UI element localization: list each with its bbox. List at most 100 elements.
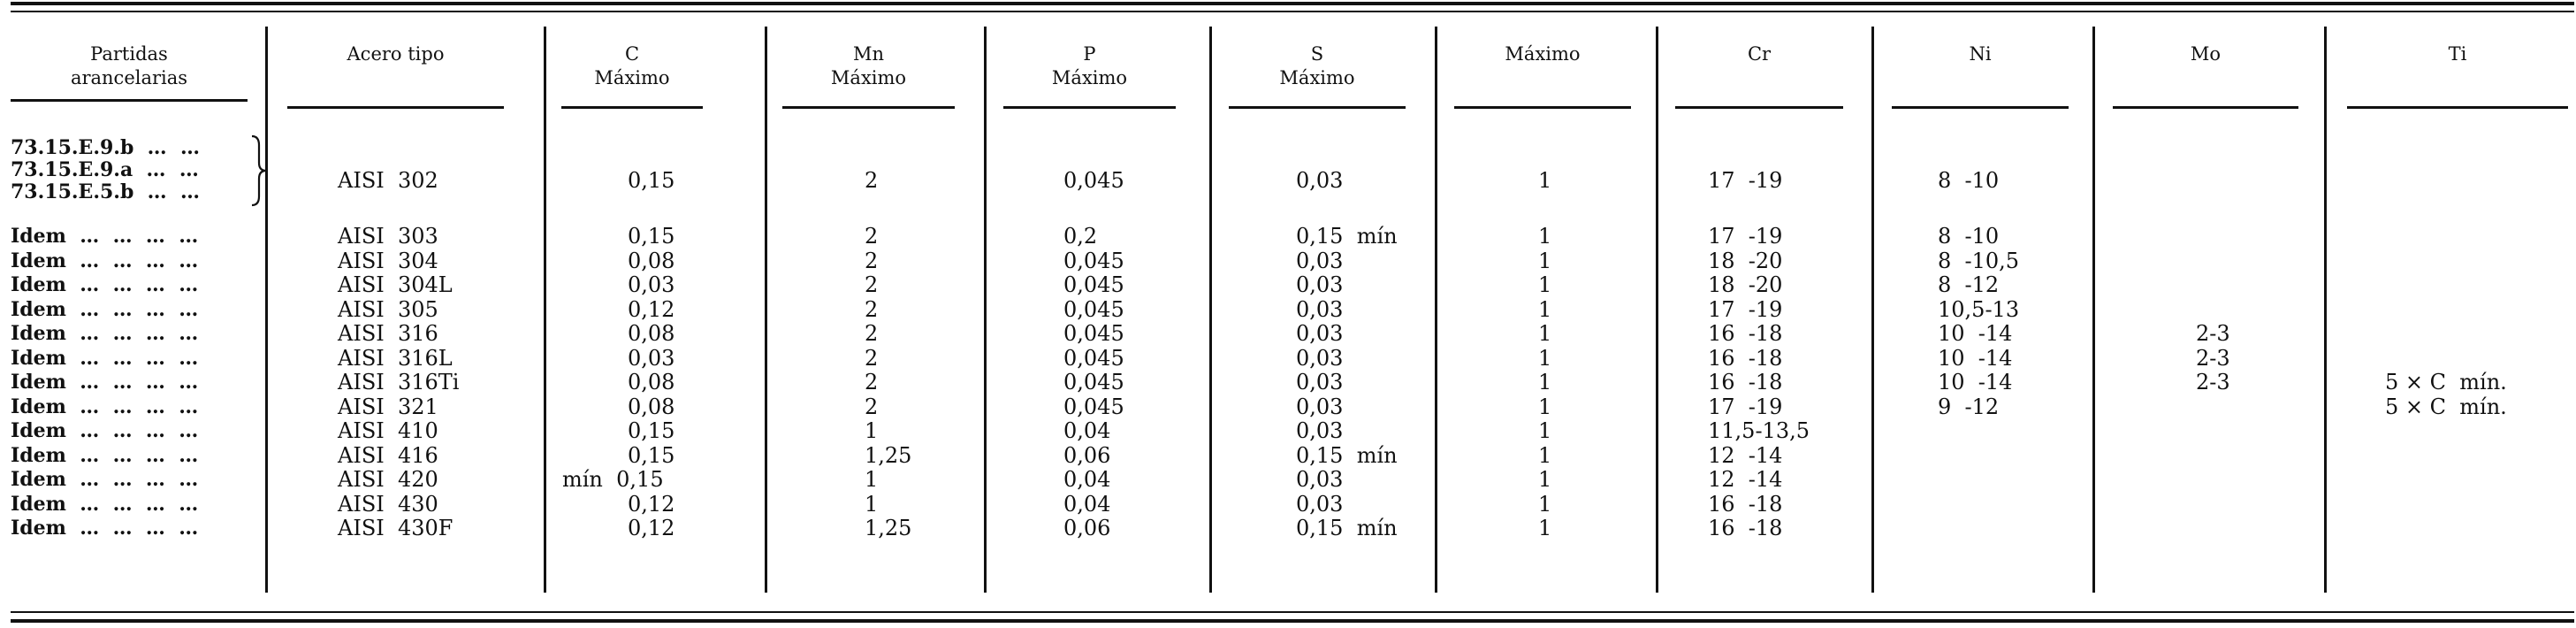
cell-mn: 1 [865, 467, 879, 492]
cell-p: 0,045 [1063, 168, 1124, 193]
cell-c: 0,15 [628, 224, 675, 249]
cell-p: 0,045 [1063, 296, 1124, 322]
cell-cr: 17 -19 [1708, 224, 1783, 249]
top-rule-inner [11, 11, 2574, 12]
cell-s: 0,15 mín [1296, 442, 1398, 468]
cell-c: 0,12 [628, 491, 675, 517]
cell-cr: 16 -18 [1708, 491, 1783, 517]
cell-mo: 2-3 [2196, 321, 2230, 346]
cell-partida: Idem … … … … [11, 468, 199, 491]
cell-mn: 2 [865, 168, 879, 193]
cell-acero: AISI 321 [338, 394, 438, 419]
header-underline [1003, 106, 1176, 109]
header-cr: Cr [1675, 42, 1843, 66]
cell-partida: Idem … … … … [11, 346, 199, 370]
column-divider [544, 27, 546, 593]
cell-partida: Idem … … … … [11, 225, 199, 248]
cell-ni: 10 -14 [1938, 321, 2013, 346]
cell-p: 0,06 [1063, 442, 1111, 468]
header-underline [1675, 106, 1843, 109]
header-line1: Mo [2190, 43, 2222, 65]
cell-si: 1 [1538, 345, 1552, 371]
column-divider [265, 27, 268, 593]
column-divider [984, 27, 987, 593]
cell-s: 0,03 [1296, 248, 1344, 273]
cell-partida: Idem … … … … [11, 443, 199, 467]
cell-mn: 2 [865, 296, 879, 322]
cell-si: 1 [1538, 491, 1552, 517]
cell-s: 0,03 [1296, 168, 1344, 193]
cell-si: 1 [1538, 394, 1552, 419]
cell-cr: 18 -20 [1708, 272, 1783, 297]
cell-p: 0,045 [1063, 248, 1124, 273]
header-line1: Cr [1747, 43, 1772, 65]
top-rule-outer [11, 2, 2574, 5]
header-line1: S [1310, 43, 1324, 65]
cell-p: 0,045 [1063, 321, 1124, 346]
cell-mn: 1 [865, 418, 879, 443]
cell-acero: AISI 316 [338, 321, 438, 346]
cell-ti: 5 × C mín. [2385, 394, 2507, 419]
cell-p: 0,045 [1063, 272, 1124, 297]
cell-c: 0,15 [628, 418, 675, 443]
cell-p: 0,045 [1063, 370, 1124, 394]
group-partida: 73.15.E.9.b … … [11, 136, 200, 159]
header-line1: Mn [852, 43, 885, 65]
cell-partida: Idem … … … … [11, 322, 199, 345]
header-underline [561, 106, 703, 109]
cell-p: 0,06 [1063, 516, 1111, 540]
header-underline [11, 99, 248, 102]
header-p: P Máximo [1003, 42, 1176, 90]
cell-si: 1 [1538, 248, 1552, 273]
cell-s: 0,03 [1296, 418, 1344, 443]
cell-mn: 2 [865, 321, 879, 346]
cell-cr: 17 -19 [1708, 168, 1783, 193]
cell-ti: 5 × C mín. [2385, 370, 2507, 394]
cell-mn: 1,25 [865, 516, 912, 540]
header-underline [782, 106, 955, 109]
cell-s: 0,15 mín [1296, 224, 1398, 249]
header-s: S Máximo [1229, 42, 1406, 90]
cell-c: 0,08 [628, 370, 675, 394]
cell-s: 0,03 [1296, 345, 1344, 371]
cell-c: 0,12 [628, 516, 675, 540]
header-underline [2347, 106, 2568, 109]
cell-cr: 16 -18 [1708, 516, 1783, 540]
cell-c: 0,15 [628, 168, 675, 193]
cell-mn: 2 [865, 272, 879, 297]
header-line2: arancelarias [70, 67, 188, 88]
cell-c: 0,08 [628, 248, 675, 273]
cell-p: 0,04 [1063, 491, 1111, 517]
cell-partida: Idem … … … … [11, 517, 199, 540]
header-line1: Ni [1969, 43, 1992, 65]
cell-acero: AISI 303 [338, 224, 438, 249]
cell-cr: 11,5-13,5 [1708, 418, 1810, 443]
header-mn: Mn Máximo [782, 42, 955, 90]
header-c: C Máximo [561, 42, 703, 90]
header-underline [1892, 106, 2069, 109]
cell-mn: 2 [865, 224, 879, 249]
cell-ni: 8 -10 [1938, 168, 2000, 193]
header-line1: Máximo [1505, 43, 1581, 65]
header-line2: Máximo [1051, 67, 1128, 88]
cell-s: 0,03 [1296, 296, 1344, 322]
header-line1: Acero tipo [347, 43, 445, 65]
header-underline [1229, 106, 1406, 109]
column-divider [2324, 27, 2327, 593]
cell-s: 0,03 [1296, 467, 1344, 492]
cell-s: 0,03 [1296, 321, 1344, 346]
cell-ni: 8 -12 [1938, 272, 2000, 297]
cell-s: 0,15 mín [1296, 516, 1398, 540]
cell-partida: Idem … … … … [11, 419, 199, 442]
header-line1: Partidas [90, 43, 168, 65]
cell-si: 1 [1538, 272, 1552, 297]
cell-mo: 2-3 [2196, 345, 2230, 371]
cell-acero: AISI 302 [338, 168, 438, 193]
cell-ni: 10 -14 [1938, 345, 2013, 371]
cell-si: 1 [1538, 442, 1552, 468]
cell-acero: AISI 304L [338, 272, 453, 297]
cell-c: 0,08 [628, 394, 675, 419]
cell-si: 1 [1538, 467, 1552, 492]
header-line2: Máximo [830, 67, 907, 88]
cell-s: 0,03 [1296, 272, 1344, 297]
